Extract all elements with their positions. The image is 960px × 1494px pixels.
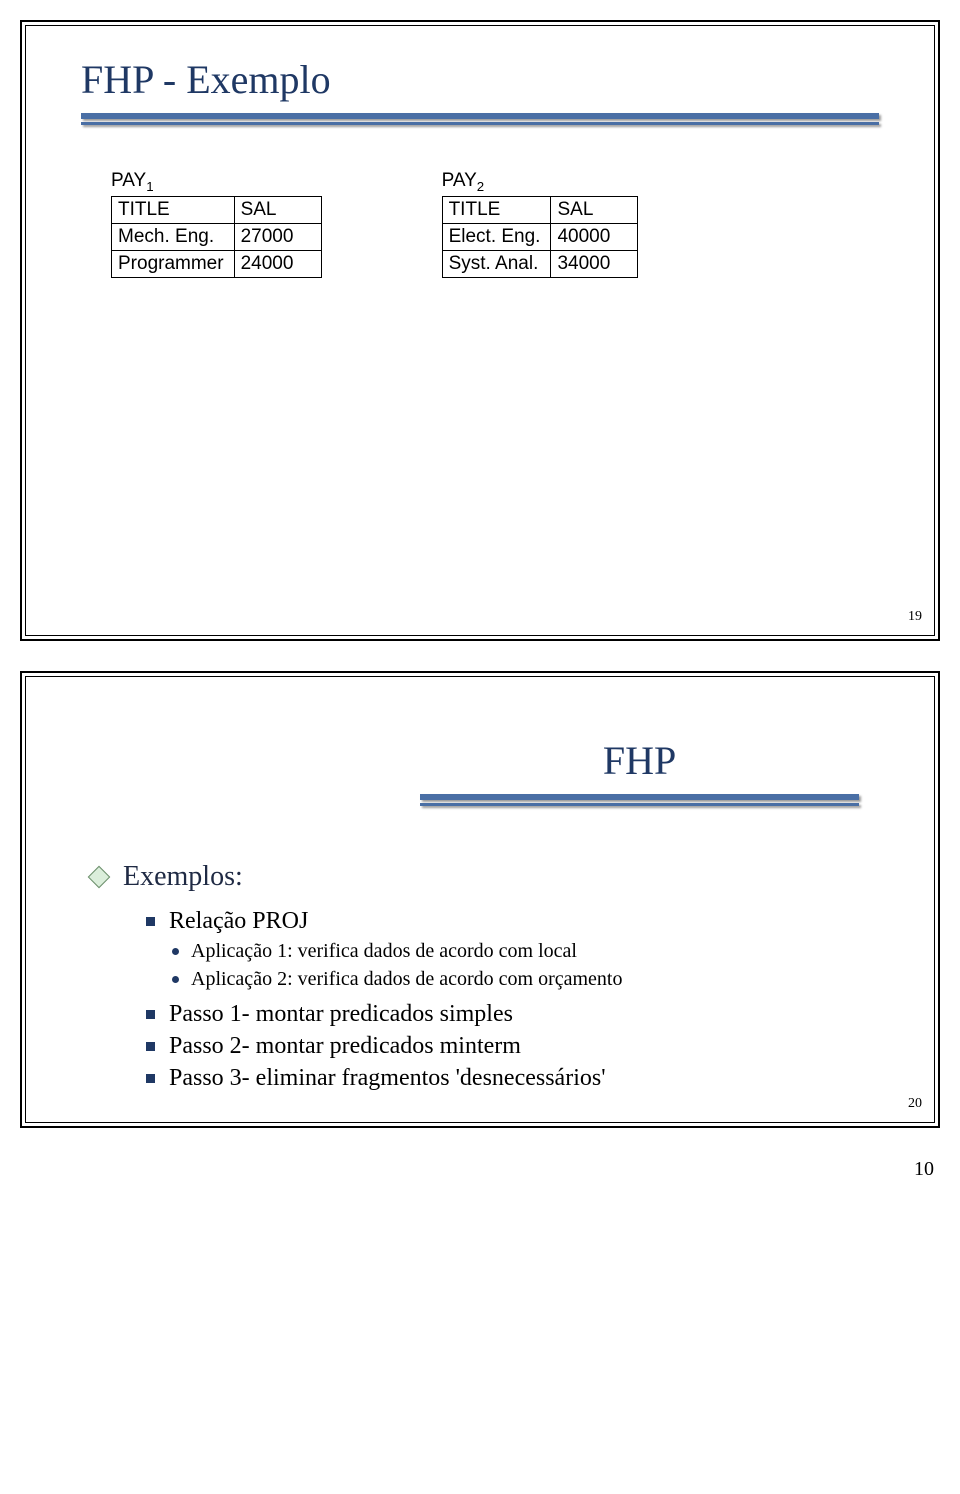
square-bullet-icon — [146, 1074, 155, 1083]
pay2-name: PAY2 — [442, 170, 639, 194]
lvl2-text: Passo 1- montar predicados simples — [169, 1001, 513, 1028]
lvl1-item-exemplos: Exemplos: — [91, 861, 879, 893]
diamond-bullet-icon — [88, 866, 111, 889]
pay2-name-prefix: PAY — [442, 170, 477, 191]
bullet-level-2: Relação PROJ Aplicação 1: verifica dados… — [146, 908, 879, 1092]
pay2-r0c0: Elect. Eng. — [442, 223, 551, 250]
slide-2-title: FHP — [420, 737, 859, 784]
slide-1-number: 19 — [908, 609, 922, 625]
pay2-col-sal: SAL — [551, 196, 638, 223]
pay1-name: PAY1 — [111, 170, 322, 194]
lvl2-text: Passo 3- eliminar fragmentos 'desnecessá… — [169, 1065, 606, 1092]
page: FHP - Exemplo PAY1 TITLE SAL — [0, 20, 960, 1181]
pay1-table: TITLE SAL Mech. Eng. 27000 Programmer 24… — [111, 196, 322, 278]
lvl2-item-relacao-proj: Relação PROJ — [146, 908, 879, 935]
separator-thin-line — [81, 122, 879, 125]
dot-bullet-icon — [172, 948, 179, 955]
slide-1-title: FHP - Exemplo — [81, 56, 879, 103]
slide-2-content: Exemplos: Relação PROJ Aplicação 1: veri… — [81, 861, 879, 1092]
slide-1-outer-frame: FHP - Exemplo PAY1 TITLE SAL — [20, 20, 940, 641]
lvl3-text: Aplicação 1: verifica dados de acordo co… — [191, 940, 577, 963]
table-row: Programmer 24000 — [112, 250, 322, 277]
table-row: Elect. Eng. 40000 — [442, 223, 638, 250]
dot-bullet-icon — [172, 976, 179, 983]
slide-2-outer-frame: FHP Exemplos: Relação PROJ — [20, 671, 940, 1128]
slide-1-body: PAY1 TITLE SAL Mech. Eng. 27000 — [81, 170, 879, 610]
page-number: 10 — [20, 1158, 940, 1181]
lvl1-text: Exemplos: — [123, 861, 243, 893]
lvl2-item-passo1: Passo 1- montar predicados simples — [146, 1001, 879, 1028]
lvl2-text: Relação PROJ — [169, 908, 308, 935]
pay2-table-block: PAY2 TITLE SAL Elect. Eng. 40000 — [442, 170, 639, 278]
square-bullet-icon — [146, 1042, 155, 1051]
pay1-r1c1: 24000 — [234, 250, 321, 277]
slide-2-number: 20 — [908, 1096, 922, 1112]
table-row: Mech. Eng. 27000 — [112, 223, 322, 250]
table-row: TITLE SAL — [112, 196, 322, 223]
slide-1-inner-frame: FHP - Exemplo PAY1 TITLE SAL — [25, 25, 935, 636]
bullet-level-3: Aplicação 1: verifica dados de acordo co… — [172, 940, 879, 991]
pay2-name-sub: 2 — [477, 179, 484, 194]
bullet-level-1: Exemplos: Relação PROJ Aplicação 1: veri… — [91, 861, 879, 1092]
pay1-r1c0: Programmer — [112, 250, 235, 277]
pay1-col-title: TITLE — [112, 196, 235, 223]
pay2-r1c0: Syst. Anal. — [442, 250, 551, 277]
pay1-col-sal: SAL — [234, 196, 321, 223]
pay1-name-prefix: PAY — [111, 170, 146, 191]
tables-row: PAY1 TITLE SAL Mech. Eng. 27000 — [111, 170, 879, 278]
square-bullet-icon — [146, 1010, 155, 1019]
pay2-r1c1: 34000 — [551, 250, 638, 277]
separator-thick-line — [81, 113, 879, 119]
lvl3-item-aplicacao2: Aplicação 2: verifica dados de acordo co… — [172, 968, 879, 991]
lvl3-item-aplicacao1: Aplicação 1: verifica dados de acordo co… — [172, 940, 879, 963]
pay1-table-block: PAY1 TITLE SAL Mech. Eng. 27000 — [111, 170, 322, 278]
pay1-r0c0: Mech. Eng. — [112, 223, 235, 250]
pay2-r0c1: 40000 — [551, 223, 638, 250]
pay1-r0c1: 27000 — [234, 223, 321, 250]
lvl2-text: Passo 2- montar predicados minterm — [169, 1033, 521, 1060]
pay1-name-sub: 1 — [146, 179, 153, 194]
pay2-table: TITLE SAL Elect. Eng. 40000 Syst. Anal. … — [442, 196, 639, 278]
lvl2-item-passo2: Passo 2- montar predicados minterm — [146, 1033, 879, 1060]
lvl3-text: Aplicação 2: verifica dados de acordo co… — [191, 968, 622, 991]
separator-thick-line — [420, 794, 859, 800]
slide-2-title-wrap: FHP — [420, 737, 859, 806]
slide-1-separator — [81, 113, 879, 125]
lvl2-item-passo3: Passo 3- eliminar fragmentos 'desnecessá… — [146, 1065, 879, 1092]
slide-2-separator — [420, 794, 859, 806]
table-row: Syst. Anal. 34000 — [442, 250, 638, 277]
table-row: TITLE SAL — [442, 196, 638, 223]
separator-thin-line — [420, 803, 859, 806]
square-bullet-icon — [146, 917, 155, 926]
slide-2-inner-frame: FHP Exemplos: Relação PROJ — [25, 676, 935, 1123]
pay2-col-title: TITLE — [442, 196, 551, 223]
